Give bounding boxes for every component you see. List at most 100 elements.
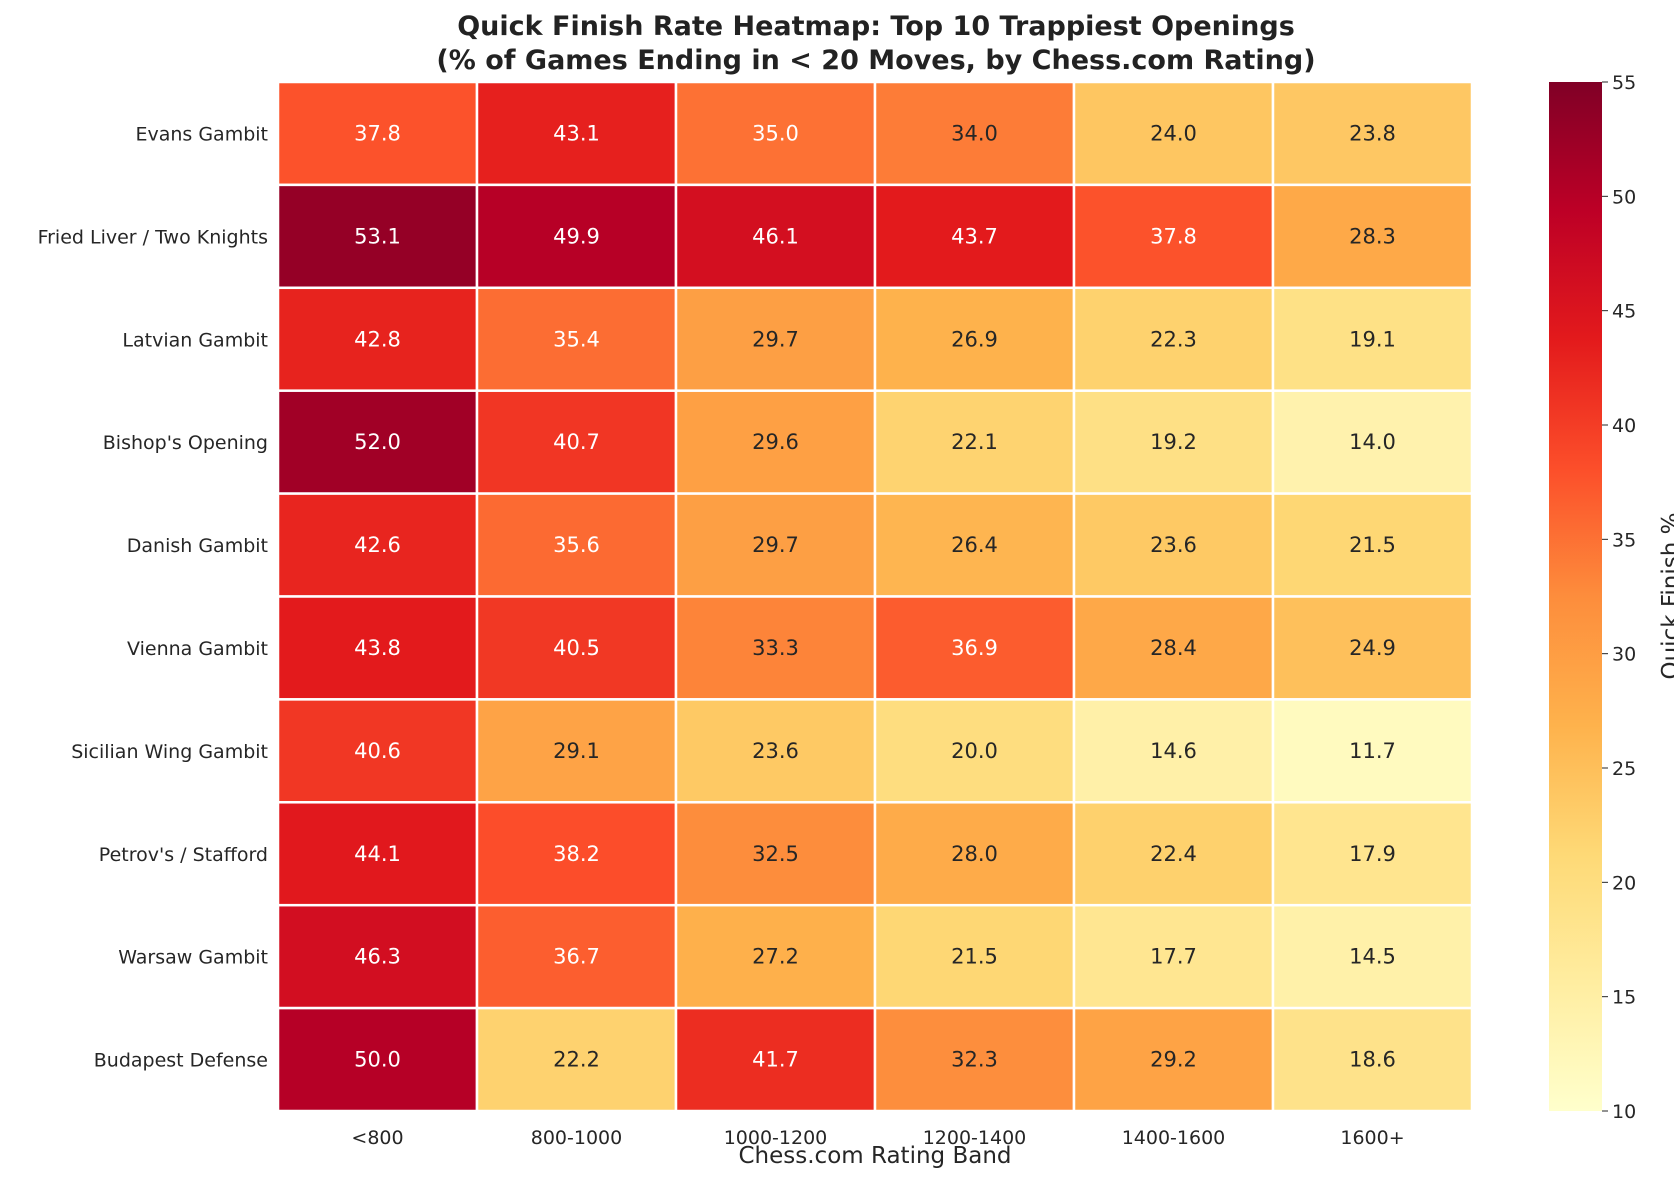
cell-value-label: 33.3: [752, 636, 799, 660]
cell-value-label: 23.6: [752, 739, 799, 763]
cell-value-label: 23.8: [1349, 121, 1396, 145]
heatmap-cell: [674, 698, 877, 804]
heatmap-cell: [276, 595, 479, 701]
row-label: Warsaw Gambit: [118, 947, 268, 969]
column-labels: <800 800-1000 1000-1200 1200-1400 1400-1600 1…: [351, 1127, 1404, 1149]
colorbar: 10 15 20 25 30 35 40 45 50 55 Quick Finish %: [1549, 72, 1674, 1123]
column-label: 1600+: [1340, 1127, 1404, 1149]
heatmap-cell: [674, 1006, 877, 1113]
cell-value-label: 46.1: [752, 224, 799, 248]
heatmap-cell: [674, 80, 877, 187]
heatmap-cell: [475, 286, 678, 392]
heatmap-cell: [276, 1006, 479, 1113]
heatmap-cell: [873, 389, 1076, 495]
colorbar-tick-label: 10: [1612, 1101, 1636, 1123]
heatmap-cell: [1271, 595, 1474, 701]
heatmap-cell: [276, 698, 479, 804]
heatmap-cell: [674, 903, 877, 1010]
colorbar-tick-label: 15: [1612, 987, 1636, 1009]
cell-value-label: 27.2: [752, 945, 799, 969]
heatmap-cell: [1072, 903, 1275, 1010]
cell-value-label: 42.6: [354, 533, 401, 557]
heatmap-cell: [674, 492, 877, 598]
heatmap-cell: [873, 492, 1076, 598]
cell-value-label: 35.6: [553, 533, 600, 557]
heatmap-cell: [674, 389, 877, 495]
cell-value-label: 19.1: [1349, 327, 1396, 351]
heatmap-cell: [873, 801, 1076, 907]
cell-value-label: 17.9: [1349, 842, 1396, 866]
cell-value-label: 22.2: [553, 1048, 600, 1072]
cell-value-label: 40.6: [354, 739, 401, 763]
heatmap-cell: [276, 801, 479, 907]
column-label: 1400-1600: [1122, 1127, 1226, 1149]
heatmap-cell: [1271, 903, 1474, 1010]
x-axis-title: Chess.com Rating Band: [738, 1143, 1011, 1169]
cell-value-label: 29.2: [1150, 1048, 1197, 1072]
row-label: Vienna Gambit: [127, 638, 268, 660]
cell-value-label: 28.4: [1150, 636, 1197, 660]
cell-value-label: 32.3: [951, 1048, 998, 1072]
heatmap-cell: [1072, 286, 1275, 392]
cell-value-label: 50.0: [354, 1048, 401, 1072]
heatmap-cell: [1271, 492, 1474, 598]
heatmap-cell: [873, 698, 1076, 804]
row-label: Sicilian Wing Gambit: [71, 741, 268, 763]
cell-value-label: 26.4: [951, 533, 998, 557]
cell-value-label: 41.7: [752, 1048, 799, 1072]
heatmap-cell: [1072, 801, 1275, 907]
colorbar-tick-label: 50: [1612, 186, 1636, 208]
row-label: Bishop's Opening: [103, 432, 268, 454]
colorbar-tick-label: 30: [1612, 644, 1636, 666]
cell-value-label: 43.1: [553, 121, 600, 145]
cell-value-label: 35.0: [752, 121, 799, 145]
heatmap-cell: [276, 389, 479, 495]
colorbar-tick-label: 25: [1612, 758, 1636, 780]
cell-value-label: 43.7: [951, 224, 998, 248]
cell-value-label: 21.5: [951, 945, 998, 969]
heatmap-cell: [1271, 183, 1474, 290]
heatmap-cells: 37.8 43.1 35.0 34.0 24.0 23.8 53.1 49.9 46.1 43.7…: [276, 80, 1474, 1113]
heatmap-cell: [475, 1006, 678, 1113]
column-label: <800: [351, 1127, 403, 1149]
colorbar-label: Quick Finish %: [1658, 513, 1674, 680]
colorbar-ticks: 10 15 20 25 30 35 40 45 50 55: [1602, 72, 1636, 1123]
row-label: Petrov's / Stafford: [99, 844, 268, 866]
heatmap-cell: [1271, 698, 1474, 804]
cell-value-label: 44.1: [354, 842, 401, 866]
heatmap-cell: [1072, 492, 1275, 598]
heatmap-cell: [1072, 389, 1275, 495]
cell-value-label: 14.0: [1349, 430, 1396, 454]
colorbar-tick-label: 35: [1612, 529, 1636, 551]
row-labels: Evans Gambit Fried Liver / Two Knights Lat…: [38, 123, 268, 1071]
heatmap-cell: [475, 183, 678, 290]
cell-value-label: 22.4: [1150, 842, 1197, 866]
row-label: Fried Liver / Two Knights: [38, 226, 268, 248]
cell-value-label: 22.3: [1150, 327, 1197, 351]
cell-value-label: 35.4: [553, 327, 600, 351]
cell-value-label: 38.2: [553, 842, 600, 866]
heatmap-cell: [1271, 1006, 1474, 1113]
cell-value-label: 11.7: [1349, 739, 1396, 763]
chart-title: Quick Finish Rate Heatmap: Top 10 Trappi…: [457, 11, 1295, 42]
cell-value-label: 32.5: [752, 842, 799, 866]
cell-value-label: 34.0: [951, 121, 998, 145]
colorbar-tick-label: 55: [1612, 72, 1636, 94]
cell-value-label: 19.2: [1150, 430, 1197, 454]
colorbar-gradient: [1549, 82, 1602, 1111]
heatmap-cell: [276, 492, 479, 598]
colorbar-tick-label: 20: [1612, 872, 1636, 894]
heatmap-cell: [475, 80, 678, 187]
cell-value-label: 52.0: [354, 430, 401, 454]
heatmap-cell: [1271, 801, 1474, 907]
heatmap-cell: [674, 801, 877, 907]
heatmap-cell: [1271, 286, 1474, 392]
cell-value-label: 26.9: [951, 327, 998, 351]
heatmap-cell: [475, 903, 678, 1010]
row-label: Evans Gambit: [135, 123, 268, 145]
heatmap-cell: [873, 286, 1076, 392]
cell-value-label: 21.5: [1349, 533, 1396, 557]
cell-value-label: 14.5: [1349, 945, 1396, 969]
column-label: 1000-1200: [724, 1127, 828, 1149]
